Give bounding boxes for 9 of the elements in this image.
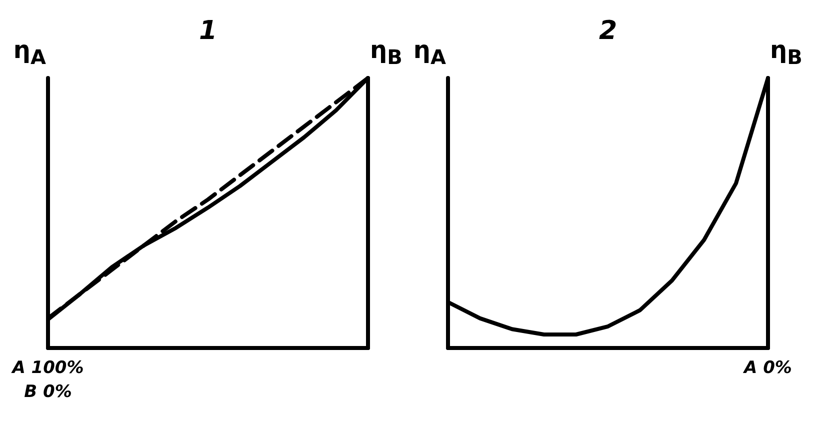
text: B 0% <box>24 382 72 402</box>
chart-title: 2 <box>598 16 618 46</box>
y2-axis-title: η$_{B}$ <box>770 36 802 69</box>
y2-axis-title: η$_{B}$ <box>370 36 402 69</box>
text: A 100% <box>12 358 84 378</box>
text: A 0% <box>744 358 792 378</box>
y-axis-title: η$_{A}$ <box>13 36 46 69</box>
chart-title: 1 <box>198 16 218 46</box>
y-axis-title: η$_{A}$ <box>413 36 446 69</box>
